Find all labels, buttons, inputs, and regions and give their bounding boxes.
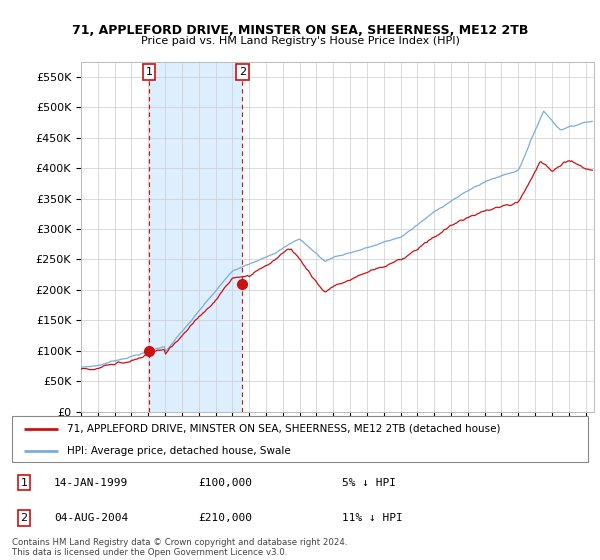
- FancyBboxPatch shape: [12, 416, 588, 462]
- Text: 2: 2: [20, 513, 28, 523]
- Bar: [149, 62, 242, 412]
- Text: £100,000: £100,000: [198, 478, 252, 488]
- Text: 71, APPLEFORD DRIVE, MINSTER ON SEA, SHEERNESS, ME12 2TB: 71, APPLEFORD DRIVE, MINSTER ON SEA, SHE…: [72, 24, 528, 37]
- Text: 14-JAN-1999: 14-JAN-1999: [54, 478, 128, 488]
- Text: 1: 1: [145, 67, 152, 77]
- Text: 04-AUG-2004: 04-AUG-2004: [54, 513, 128, 523]
- Text: 1: 1: [20, 478, 28, 488]
- Text: £210,000: £210,000: [198, 513, 252, 523]
- Text: 71, APPLEFORD DRIVE, MINSTER ON SEA, SHEERNESS, ME12 2TB (detached house): 71, APPLEFORD DRIVE, MINSTER ON SEA, SHE…: [67, 424, 500, 434]
- Text: 2: 2: [239, 67, 246, 77]
- Text: Contains HM Land Registry data © Crown copyright and database right 2024.
This d: Contains HM Land Registry data © Crown c…: [12, 538, 347, 557]
- Text: Price paid vs. HM Land Registry's House Price Index (HPI): Price paid vs. HM Land Registry's House …: [140, 36, 460, 46]
- Text: 11% ↓ HPI: 11% ↓ HPI: [342, 513, 403, 523]
- Text: 5% ↓ HPI: 5% ↓ HPI: [342, 478, 396, 488]
- Text: HPI: Average price, detached house, Swale: HPI: Average price, detached house, Swal…: [67, 446, 290, 455]
